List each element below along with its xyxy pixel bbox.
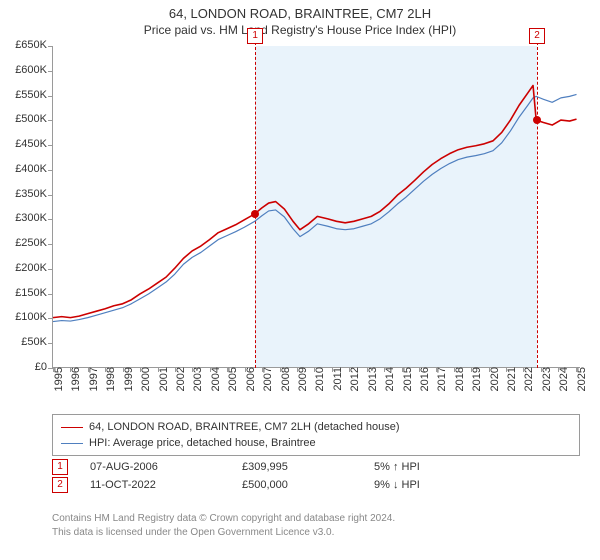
event-marker-box: 1 — [247, 28, 263, 44]
sales-table: 1 07-AUG-2006 £309,995 5% ↑ HPI 2 11-OCT-2022… — [52, 458, 464, 494]
series-hpi — [53, 94, 577, 321]
x-tick-label: 2003 — [188, 367, 204, 391]
event-marker-box: 2 — [529, 28, 545, 44]
sale-date: 11-OCT-2022 — [90, 479, 220, 491]
x-tick-label: 2006 — [241, 367, 257, 391]
x-tick-label: 2019 — [467, 367, 483, 391]
sale-index-box: 1 — [52, 459, 68, 475]
x-tick-label: 1996 — [66, 367, 82, 391]
x-tick-label: 2007 — [258, 367, 274, 391]
title-sub: Price paid vs. HM Land Registry's House … — [0, 21, 600, 37]
arrow-icon: ↑ — [393, 461, 399, 473]
x-tick-label: 2014 — [380, 367, 396, 391]
x-tick-label: 2011 — [328, 367, 344, 391]
footer-line: Contains HM Land Registry data © Crown c… — [52, 512, 395, 526]
x-tick-label: 2004 — [206, 367, 222, 391]
x-tick-label: 2020 — [485, 367, 501, 391]
legend-swatch — [61, 427, 83, 428]
x-tick-label: 2025 — [572, 367, 588, 391]
x-tick-label: 2009 — [293, 367, 309, 391]
plot-inner: £0£50K£100K£150K£200K£250K£300K£350K£400… — [53, 46, 580, 367]
x-tick-label: 2010 — [310, 367, 326, 391]
title-main: 64, LONDON ROAD, BRAINTREE, CM7 2LH — [0, 0, 600, 21]
sale-row: 1 07-AUG-2006 £309,995 5% ↑ HPI — [52, 458, 464, 476]
legend-label: 64, LONDON ROAD, BRAINTREE, CM7 2LH (det… — [89, 419, 400, 435]
x-tick-label: 2013 — [363, 367, 379, 391]
legend: 64, LONDON ROAD, BRAINTREE, CM7 2LH (det… — [52, 414, 580, 456]
footer-line: This data is licensed under the Open Gov… — [52, 526, 395, 540]
footer: Contains HM Land Registry data © Crown c… — [52, 512, 395, 539]
x-tick-label: 1999 — [119, 367, 135, 391]
sale-row: 2 11-OCT-2022 £500,000 9% ↓ HPI — [52, 476, 464, 494]
x-tick-label: 2005 — [223, 367, 239, 391]
legend-item: HPI: Average price, detached house, Brai… — [61, 435, 571, 451]
y-tick-label: £650K — [15, 39, 53, 51]
sale-marker — [251, 210, 259, 218]
arrow-icon: ↓ — [393, 479, 399, 491]
sale-marker — [533, 116, 541, 124]
x-tick-label: 2002 — [171, 367, 187, 391]
x-tick-label: 2016 — [415, 367, 431, 391]
sale-delta: 5% ↑ HPI — [374, 461, 464, 473]
sale-price: £500,000 — [242, 479, 352, 491]
x-tick-label: 2024 — [554, 367, 570, 391]
sale-delta: 9% ↓ HPI — [374, 479, 464, 491]
sale-date: 07-AUG-2006 — [90, 461, 220, 473]
x-tick-label: 2021 — [502, 367, 518, 391]
legend-item: 64, LONDON ROAD, BRAINTREE, CM7 2LH (det… — [61, 419, 571, 435]
x-tick-label: 2000 — [136, 367, 152, 391]
x-tick-label: 2022 — [519, 367, 535, 391]
series-lines — [53, 46, 580, 367]
chart-container: { "title": { "main": "64, LONDON ROAD, B… — [0, 0, 600, 560]
series-subject — [53, 86, 577, 318]
x-tick-label: 2017 — [432, 367, 448, 391]
x-tick-label: 1995 — [49, 367, 65, 391]
x-tick-label: 1997 — [84, 367, 100, 391]
x-tick-label: 2008 — [276, 367, 292, 391]
x-tick-label: 2018 — [450, 367, 466, 391]
legend-label: HPI: Average price, detached house, Brai… — [89, 435, 316, 451]
x-tick-label: 2012 — [345, 367, 361, 391]
plot-area: £0£50K£100K£150K£200K£250K£300K£350K£400… — [52, 46, 580, 368]
sale-index-box: 2 — [52, 477, 68, 493]
x-tick-label: 2001 — [154, 367, 170, 391]
x-tick-label: 2023 — [537, 367, 553, 391]
legend-swatch — [61, 443, 83, 444]
x-tick-label: 1998 — [101, 367, 117, 391]
sale-price: £309,995 — [242, 461, 352, 473]
x-tick-label: 2015 — [398, 367, 414, 391]
